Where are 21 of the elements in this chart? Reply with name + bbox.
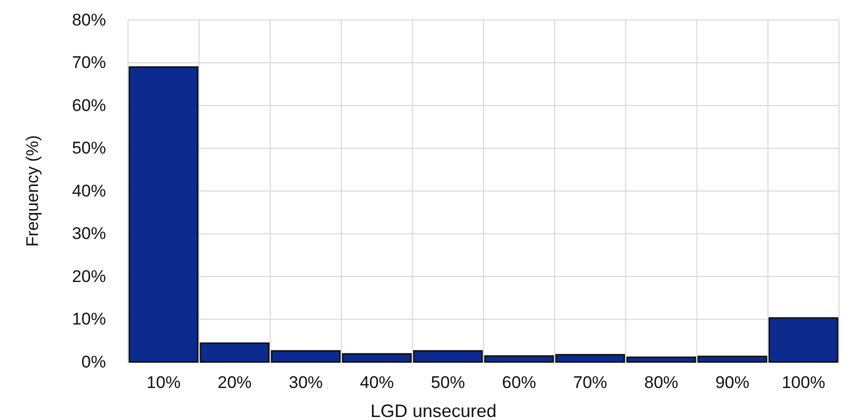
- x-tick-label: 50%: [430, 373, 465, 392]
- x-tick-label: 70%: [573, 373, 608, 392]
- y-tick-label: 40%: [72, 181, 106, 200]
- y-tick-label: 70%: [72, 53, 106, 72]
- x-tick-label: 30%: [288, 373, 323, 392]
- y-tick-label: 50%: [72, 138, 106, 158]
- y-tick-label: 60%: [72, 96, 106, 115]
- x-tick-label: 40%: [360, 373, 394, 392]
- x-tick-label: 20%: [218, 373, 252, 392]
- x-axis-title: LGD unsecured: [370, 401, 497, 420]
- y-tick-label: 20%: [72, 266, 106, 286]
- x-tick-label: 90%: [715, 373, 750, 392]
- y-tick-label: 10%: [72, 310, 106, 329]
- x-tick-label: 80%: [644, 373, 678, 392]
- y-axis-title: Frequency (%): [23, 135, 42, 247]
- y-tick-label: 30%: [72, 224, 106, 244]
- y-tick-label: 80%: [72, 10, 106, 30]
- x-tick-label: 60%: [502, 373, 536, 392]
- x-tick-label: 10%: [146, 373, 181, 392]
- y-tick-label: 0%: [81, 352, 106, 372]
- x-tick-label: 100%: [782, 373, 826, 392]
